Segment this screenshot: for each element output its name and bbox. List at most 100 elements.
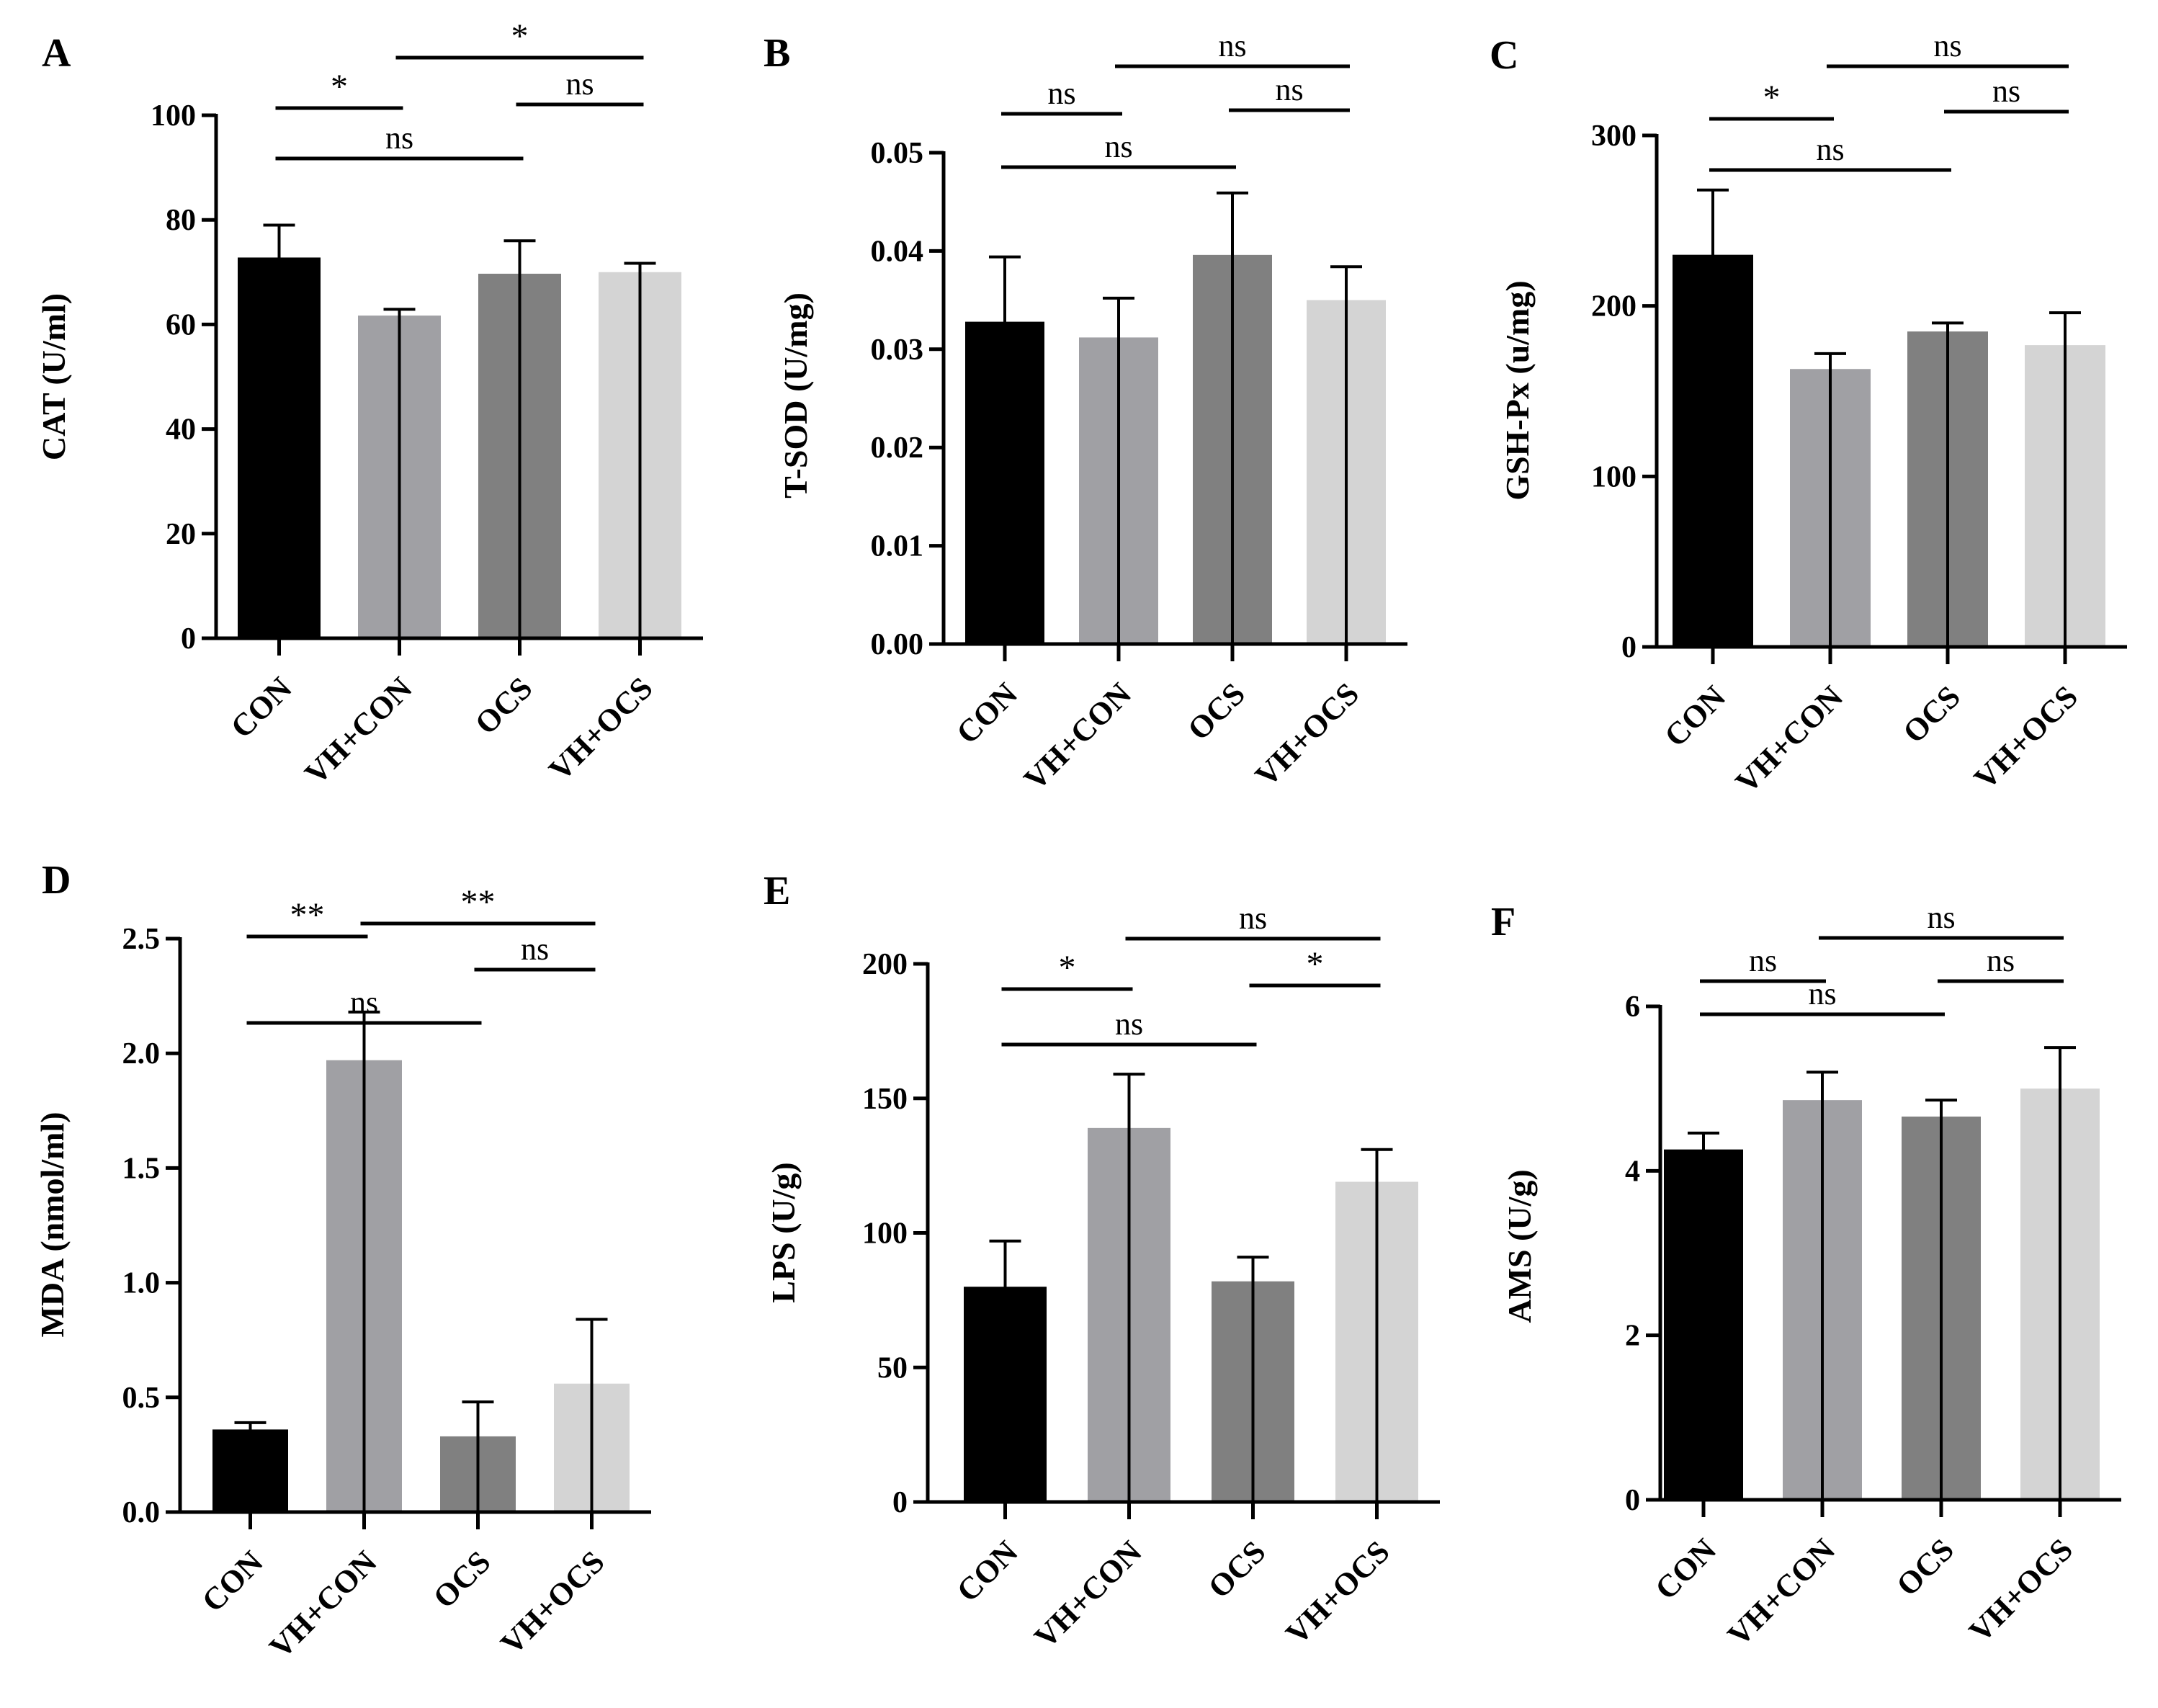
y-tick-label: 0.04 [871,235,924,268]
x-tick-label: VH+CON [1721,1532,1842,1653]
significance-bracket: * [1001,949,1133,991]
y-axis-label: CAT (U/ml) [35,293,72,460]
y-tick-label: 1.0 [122,1267,161,1300]
x-tick-label: VH+CON [1017,676,1138,797]
panel-letter: C [1490,33,1518,78]
significance-bracket: ns [1938,943,2064,983]
error-bar [1814,352,1846,647]
significance-bracket: ns [1001,129,1236,169]
y-tick-label: 0.0 [122,1496,161,1529]
panel-letter: B [764,31,790,76]
significance-bracket: * [275,68,403,110]
significance-bracket: ns [1827,28,2069,68]
x-tick-label: OCS [426,1544,498,1615]
x-tick-label: VH+OCS [542,670,660,787]
x-tick-label: VH+OCS [1279,1534,1397,1651]
error-bar [348,1010,380,1512]
significance-bracket: ns [1709,132,1951,172]
panel-letter: E [764,869,790,913]
y-tick-label: 200 [1591,290,1637,323]
y-tick-label: 40 [166,413,196,447]
significance-bracket: * [1249,945,1381,988]
error-bar [1217,191,1248,644]
x-tick-label: VH+OCS [494,1544,612,1661]
significance-bracket: ns [1944,73,2069,114]
y-tick-label: 2.5 [122,923,161,956]
significance-bracket: ns [516,66,644,107]
y-axis-label: AMS (U/g) [1501,1169,1538,1323]
significance-bracket: ns [1115,28,1350,68]
error-bar [1697,188,1729,647]
significance-bracket: ns [1700,943,1826,983]
significance-bracket: ** [360,883,596,926]
y-tick-label: 4 [1625,1155,1640,1188]
error-bar [1361,1148,1393,1502]
y-tick-label: 300 [1591,120,1637,153]
panel-letter: A [42,31,71,76]
y-tick-label: 2.0 [122,1037,161,1070]
significance-bracket: ns [1125,900,1381,941]
chart-panel-b: B 0.00 0.01 0.02 0.03 0.04 0.05 T-SOD (U/mg) CON… [764,28,1407,797]
significance-label: ns [385,120,413,156]
y-tick-label: 0.5 [122,1382,161,1415]
significance-label: * [1059,949,1076,987]
y-tick-label: 6 [1625,991,1640,1024]
x-tick-label: VH+CON [1027,1534,1148,1655]
error-bar [1932,321,1964,647]
error-bar [383,308,416,638]
x-tick-label: VH+CON [262,1544,383,1665]
significance-label: ** [461,883,496,921]
x-tick-label: CON [224,670,299,745]
x-tick-label: VH+OCS [1962,1532,2079,1649]
significance-bracket: ns [1001,76,1122,116]
y-axis-label: GSH-Px (u/mg) [1499,280,1536,500]
significance-label: ns [565,66,594,102]
significance-bracket: * [395,17,644,60]
y-tick-label: 200 [862,948,908,981]
x-tick-label: OCS [1181,676,1252,747]
significance-label: ns [1047,76,1075,111]
error-bar [576,1318,608,1512]
y-axis-label: T-SOD (U/mg) [777,292,814,498]
x-tick-label: CON [949,676,1024,751]
x-tick-label: CON [195,1544,270,1619]
significance-bracket: ns [1001,1006,1257,1047]
significance-label: ns [1749,943,1777,978]
y-tick-label: 2 [1625,1320,1640,1353]
y-axis-label: LPS (U/g) [765,1162,802,1303]
significance-label: * [1763,79,1781,117]
significance-bracket: ns [246,985,482,1025]
significance-label: ns [1927,900,1955,935]
significance-bracket: ns [1229,72,1350,112]
significance-label: * [511,17,529,55]
y-tick-label: 1.5 [122,1152,161,1185]
error-bar [2049,311,2081,647]
significance-label: ns [1104,129,1132,164]
error-bar [1925,1099,1957,1500]
y-tick-label: 0.02 [871,432,924,465]
y-tick-label: 0 [1625,1484,1640,1517]
y-tick-label: 20 [166,518,196,551]
significance-label: ** [290,896,325,934]
y-tick-label: 100 [1591,460,1637,493]
significance-label: * [331,68,348,106]
significance-bracket: * [1709,79,1834,121]
x-tick-label: VH+OCS [1248,676,1366,793]
error-bar [1330,265,1362,644]
y-axis-label: MDA (nmol/ml) [34,1112,71,1337]
error-bar [1113,1073,1145,1502]
significance-label: ns [1992,73,2020,109]
significance-label: ns [1987,943,2015,978]
error-bar [1103,296,1134,644]
y-tick-label: 60 [166,308,196,341]
y-tick-label: 80 [166,204,196,237]
y-tick-label: 0 [892,1486,908,1519]
x-tick-label: CON [1648,1532,1723,1606]
error-bar [2044,1046,2076,1500]
error-bar [1806,1070,1838,1500]
significance-bracket: ns [1700,976,1945,1016]
x-tick-label: VH+CON [1729,679,1850,800]
